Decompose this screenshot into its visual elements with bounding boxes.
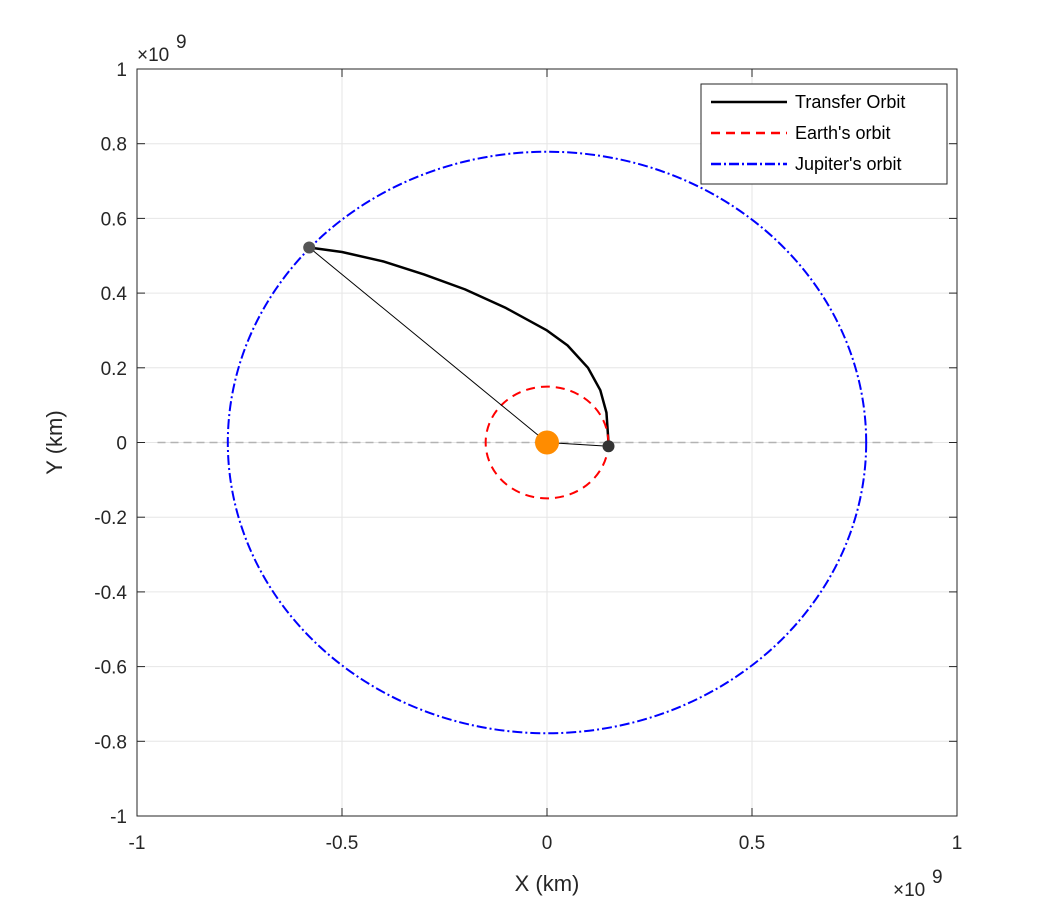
y-tick-label: -0.4 <box>94 583 127 604</box>
legend: Transfer Orbit Earth's orbit Jupiter's orb… <box>700 83 948 185</box>
x-tick-label: -0.5 <box>326 833 359 854</box>
y-exponent-base: ×10 <box>137 45 169 66</box>
y-axis-exponent: ×10 9 <box>137 32 187 66</box>
y-exponent-power: 9 <box>176 32 187 53</box>
legend-items: Transfer Orbit Earth's orbit Jupiter's orb… <box>711 92 905 174</box>
x-axis-exponent: ×10 9 <box>893 867 943 901</box>
y-tick-label: 0.4 <box>101 284 128 305</box>
y-tick-label: -0.6 <box>94 658 127 679</box>
y-tick-label: -0.8 <box>94 732 127 753</box>
x-tick-label: 1 <box>952 833 963 854</box>
arrival-point <box>303 241 316 254</box>
y-axis-label: Y (km) <box>42 410 67 474</box>
y-tick-label: -0.2 <box>94 508 127 529</box>
series-jupiter-s-orbit <box>226 150 868 735</box>
radius-line <box>308 247 548 443</box>
legend-label: Transfer Orbit <box>795 92 905 112</box>
x-tick-label: 0.5 <box>739 833 765 854</box>
x-exponent-base: ×10 <box>893 880 925 901</box>
x-tick-label: 0 <box>542 833 553 854</box>
sun-marker <box>535 430 559 455</box>
legend-label: Jupiter's orbit <box>795 154 901 174</box>
departure-point <box>602 440 615 453</box>
y-tick-label: 1 <box>116 60 127 81</box>
tick-layer: -1 -0.5 0 0.5 1 1 0.8 0.6 0.4 0.2 0 -0.2 -0.4 -0.6 -0.… <box>94 60 962 854</box>
y-tick-label: -1 <box>110 807 127 828</box>
series-layer <box>157 150 937 735</box>
x-exponent-power: 9 <box>932 867 943 888</box>
y-tick-label: 0.2 <box>101 359 127 380</box>
legend-label: Earth's orbit <box>795 123 890 143</box>
x-tick-label: -1 <box>129 833 146 854</box>
y-tick-label: 0 <box>116 434 127 455</box>
y-tick-label: 0.6 <box>101 209 127 230</box>
y-tick-label: 0.8 <box>101 135 127 156</box>
x-axis-label: X (km) <box>515 871 580 896</box>
series-transfer-orbit <box>307 246 610 444</box>
